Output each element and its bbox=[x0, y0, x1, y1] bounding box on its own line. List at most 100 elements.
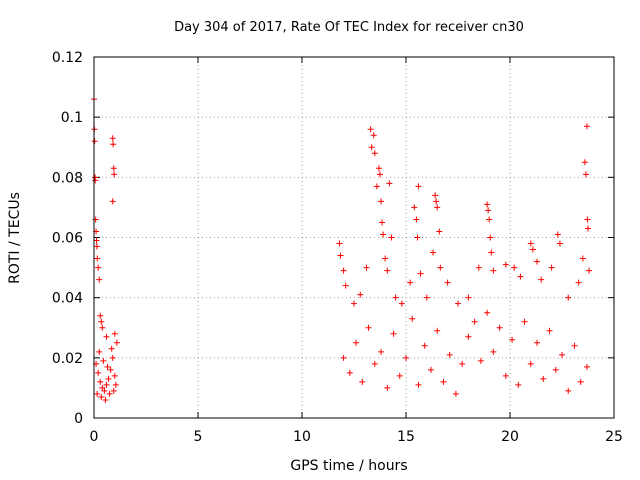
data-point bbox=[583, 363, 590, 370]
data-point bbox=[388, 234, 395, 241]
data-point bbox=[484, 201, 491, 208]
data-point bbox=[421, 342, 428, 349]
data-point bbox=[378, 348, 385, 355]
data-point bbox=[486, 216, 493, 223]
plot-frame bbox=[93, 56, 615, 419]
data-point bbox=[465, 294, 472, 301]
data-point bbox=[490, 267, 497, 274]
data-point bbox=[109, 354, 116, 361]
data-point bbox=[365, 324, 372, 331]
data-point bbox=[375, 165, 382, 172]
data-point bbox=[384, 267, 391, 274]
data-point bbox=[432, 192, 439, 199]
y-tick-label: 0.12 bbox=[52, 50, 83, 66]
y-tick-label: 0.02 bbox=[52, 351, 83, 367]
data-point bbox=[367, 126, 374, 133]
data-point bbox=[517, 273, 524, 280]
data-point bbox=[586, 267, 593, 274]
data-point bbox=[584, 216, 591, 223]
data-point bbox=[94, 255, 101, 262]
data-point bbox=[484, 309, 491, 316]
data-point bbox=[509, 336, 516, 343]
data-point bbox=[511, 264, 518, 271]
data-point bbox=[382, 255, 389, 262]
grid-layer bbox=[94, 57, 614, 418]
data-point bbox=[583, 123, 590, 130]
data-point bbox=[378, 198, 385, 205]
data-point bbox=[92, 177, 99, 184]
y-tick-label: 0.04 bbox=[52, 291, 83, 307]
data-point bbox=[112, 381, 119, 388]
data-point bbox=[415, 183, 422, 190]
data-point bbox=[363, 264, 370, 271]
data-point bbox=[353, 339, 360, 346]
data-point bbox=[97, 312, 104, 319]
data-points bbox=[91, 96, 593, 403]
x-axis-label: GPS time / hours bbox=[290, 458, 407, 474]
data-point bbox=[411, 204, 418, 211]
data-point bbox=[565, 387, 572, 394]
data-point bbox=[548, 264, 555, 271]
y-axis-label: ROTI / TECUs bbox=[7, 192, 23, 284]
data-point bbox=[396, 372, 403, 379]
data-point bbox=[556, 240, 563, 247]
data-point bbox=[485, 207, 492, 214]
data-point bbox=[455, 300, 461, 307]
data-point bbox=[390, 330, 397, 337]
data-point bbox=[98, 318, 105, 325]
data-point bbox=[377, 171, 383, 178]
data-point bbox=[552, 366, 559, 373]
data-point bbox=[409, 315, 416, 322]
data-point bbox=[100, 357, 107, 364]
data-point bbox=[109, 198, 116, 205]
data-point bbox=[340, 354, 347, 361]
data-point bbox=[444, 279, 451, 286]
data-point bbox=[415, 381, 422, 388]
data-point bbox=[403, 354, 409, 361]
data-point bbox=[490, 348, 497, 355]
data-point bbox=[475, 264, 482, 271]
data-point bbox=[94, 390, 101, 397]
x-tick-label: 15 bbox=[397, 429, 415, 445]
data-point bbox=[496, 324, 503, 331]
data-point bbox=[110, 141, 117, 148]
data-point bbox=[380, 231, 387, 238]
tick-layer: 0 5 10 15 20 25 0 0.02 0.04 0.06 0.08 0.1 0.12 bbox=[52, 50, 623, 445]
data-point bbox=[342, 282, 349, 289]
data-point bbox=[423, 294, 430, 301]
data-point bbox=[527, 360, 534, 367]
data-point bbox=[98, 393, 105, 400]
data-point bbox=[521, 318, 528, 325]
data-point bbox=[427, 366, 434, 373]
data-point bbox=[351, 300, 357, 307]
data-point bbox=[107, 366, 114, 373]
data-point bbox=[392, 294, 399, 301]
data-point bbox=[103, 381, 110, 388]
data-point bbox=[91, 138, 98, 145]
data-point bbox=[577, 378, 584, 385]
data-point bbox=[110, 165, 117, 172]
data-point bbox=[357, 291, 364, 298]
data-point bbox=[105, 375, 112, 382]
data-point bbox=[95, 369, 102, 376]
data-point bbox=[575, 279, 582, 286]
data-point bbox=[502, 372, 509, 379]
data-point bbox=[106, 390, 113, 397]
y-tick-label: 0.1 bbox=[61, 110, 83, 126]
data-point bbox=[579, 255, 586, 262]
data-point bbox=[571, 342, 578, 349]
data-point bbox=[529, 246, 536, 253]
data-point bbox=[582, 171, 589, 178]
data-point bbox=[384, 384, 391, 391]
data-point bbox=[95, 264, 102, 271]
x-tick-label: 0 bbox=[90, 429, 99, 445]
data-point bbox=[471, 318, 478, 325]
data-point bbox=[113, 339, 120, 346]
data-point bbox=[434, 204, 441, 211]
data-point bbox=[102, 396, 109, 403]
data-point bbox=[337, 252, 344, 259]
data-point bbox=[103, 333, 110, 340]
data-point bbox=[534, 339, 541, 346]
data-point bbox=[554, 231, 561, 238]
